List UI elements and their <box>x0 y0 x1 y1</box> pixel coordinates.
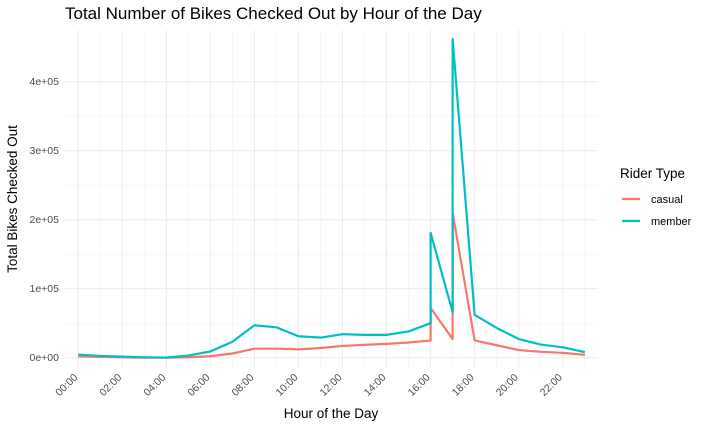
y-tick-label: 2e+05 <box>30 214 60 226</box>
x-tick-label: 12:00 <box>318 372 345 399</box>
x-tick-label: 14:00 <box>362 372 389 399</box>
chart-title: Total Number of Bikes Checked Out by Hou… <box>65 4 482 23</box>
x-tick-label: 06:00 <box>185 372 212 399</box>
legend-title: Rider Type <box>620 166 685 181</box>
series-line-member <box>78 37 586 359</box>
series-lines <box>78 37 586 359</box>
y-tick-label: 1e+05 <box>30 283 60 295</box>
x-tick-label: 18:00 <box>450 372 477 399</box>
y-tick-label: 0e+00 <box>30 352 60 364</box>
x-tick-label: 00:00 <box>53 372 80 399</box>
y-tick-label: 3e+05 <box>30 145 60 157</box>
x-tick-label: 20:00 <box>494 372 521 399</box>
grid-lines <box>65 30 598 368</box>
y-axis-title: Total Bikes Checked Out <box>5 125 20 273</box>
x-tick-label: 04:00 <box>141 372 168 399</box>
legend-label-casual: casual <box>651 194 683 206</box>
x-axis-ticks: 00:00 02:00 04:00 06:00 08:00 10:00 12:00 14:00… <box>53 372 565 399</box>
y-tick-label: 4e+05 <box>30 76 60 88</box>
x-tick-label: 02:00 <box>97 372 124 399</box>
x-tick-label: 16:00 <box>406 372 433 399</box>
x-tick-label: 22:00 <box>538 372 565 399</box>
legend: Rider Type casual member <box>620 166 692 228</box>
legend-items: casual member <box>622 194 692 228</box>
x-tick-label: 10:00 <box>274 372 301 399</box>
y-axis-ticks: 0e+00 1e+05 2e+05 3e+05 4e+05 <box>30 76 60 364</box>
x-tick-label: 08:00 <box>229 372 256 399</box>
legend-label-member: member <box>651 216 692 228</box>
x-axis-title: Hour of the Day <box>284 406 379 421</box>
